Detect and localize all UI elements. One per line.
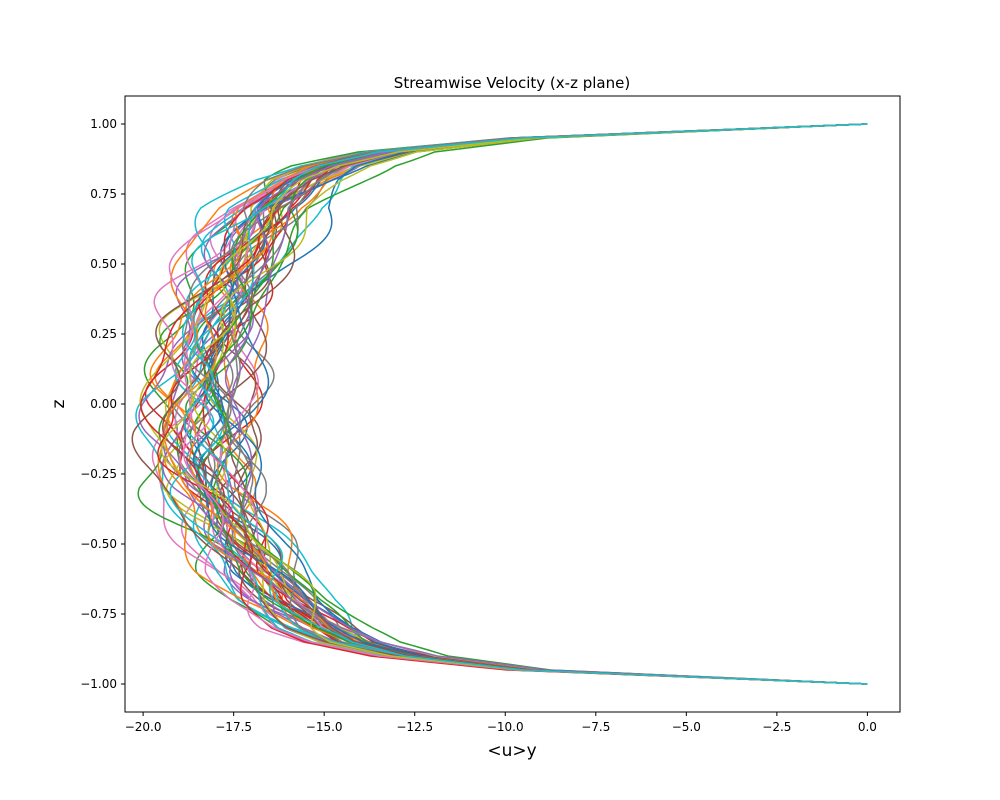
y-tick-label: −0.75 [80, 607, 117, 621]
velocity-profile-line [140, 123, 868, 685]
x-tick-label: −2.5 [762, 720, 791, 734]
velocity-profile-line [161, 123, 868, 685]
y-tick-label: 0.25 [90, 327, 117, 341]
velocity-profile-line [181, 123, 868, 685]
chart-title: Streamwise Velocity (x-z plane) [394, 74, 630, 92]
x-axis: −20.0 −17.5 −15.0 −12.5 −10.0 −7.5 −5.0 −2.5 0.0 [125, 712, 877, 734]
velocity-profile-line [192, 123, 868, 685]
y-tick-label: 0.75 [90, 187, 117, 201]
velocity-profile-line [168, 123, 868, 685]
velocity-profile-line [157, 123, 868, 685]
velocity-profile-line [202, 123, 868, 685]
x-tick-label: −7.5 [581, 720, 610, 734]
plot-area [131, 123, 868, 685]
velocity-profile-line [203, 123, 868, 685]
x-tick-label: −17.5 [215, 720, 252, 734]
velocity-profile-line [216, 123, 868, 685]
x-axis-label: <u>y [487, 741, 536, 761]
x-tick-label: −10.0 [487, 720, 524, 734]
velocity-profile-line [210, 123, 868, 685]
x-tick-label: −20.0 [125, 720, 162, 734]
x-tick-label: −15.0 [306, 720, 343, 734]
y-axis: −1.00 −0.75 −0.50 −0.25 0.00 0.25 0.50 0.75 1.00 [80, 117, 125, 691]
velocity-profile-line [216, 123, 868, 685]
velocity-profile-line [182, 123, 868, 685]
velocity-profile-line [230, 123, 868, 685]
y-axis-label: z [49, 399, 69, 408]
velocity-profile-line [160, 123, 868, 685]
x-tick-label: −12.5 [396, 720, 433, 734]
y-tick-label: 1.00 [90, 117, 117, 131]
velocity-profile-line [149, 123, 868, 685]
x-tick-label: −5.0 [672, 720, 701, 734]
velocity-profile-line [185, 123, 868, 685]
y-tick-label: −1.00 [80, 677, 117, 691]
y-tick-label: −0.25 [80, 467, 117, 481]
x-tick-label: 0.0 [858, 720, 877, 734]
velocity-profile-line [192, 123, 868, 685]
velocity-profile-line [219, 123, 868, 685]
y-tick-label: −0.50 [80, 537, 117, 551]
y-tick-label: 0.00 [90, 397, 117, 411]
y-tick-label: 0.50 [90, 257, 117, 271]
velocity-profile-line [195, 123, 868, 685]
